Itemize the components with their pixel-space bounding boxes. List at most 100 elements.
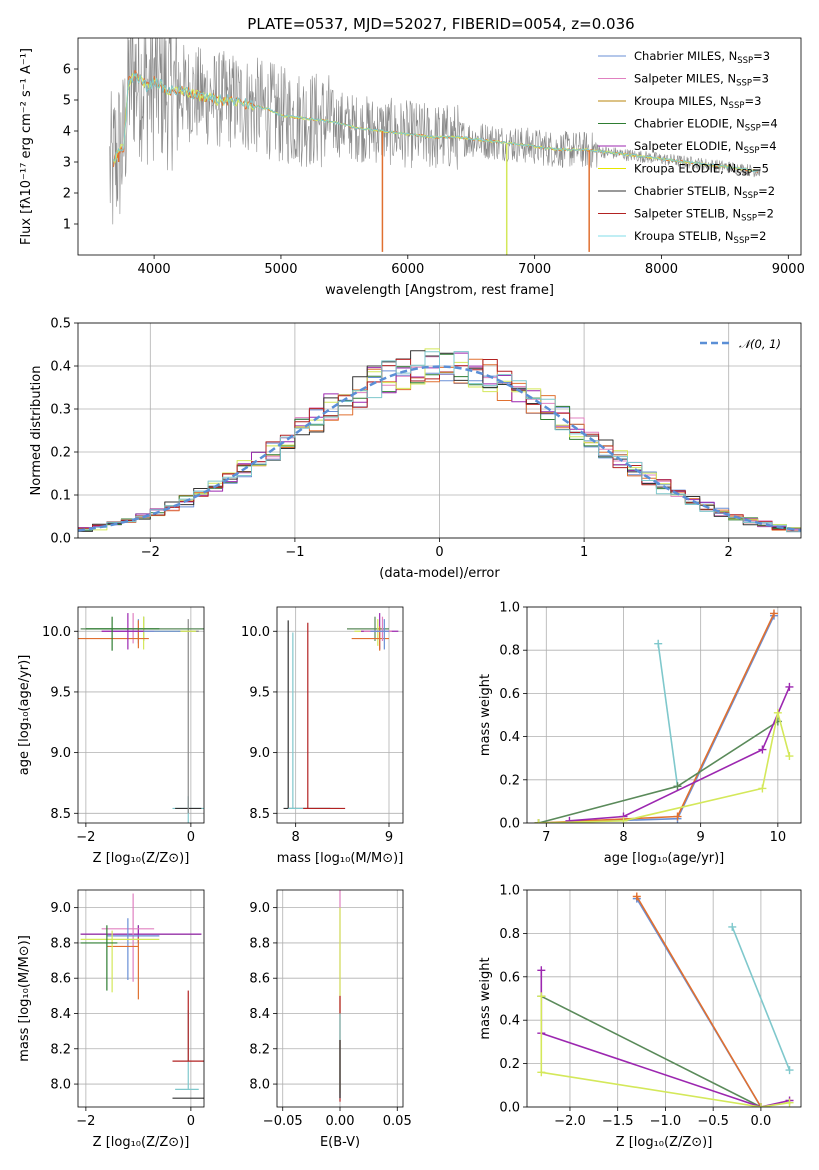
weight-point-marker bbox=[673, 812, 682, 821]
spectrum-panel: 4000 5000 6000 7000 8000 9000 1 2 3 4 5 6 wavelength… bbox=[19, 37, 805, 298]
y-tick-label: 1.0 bbox=[499, 601, 520, 616]
y-tick-label: 5 bbox=[63, 94, 71, 109]
x-tick-label: 2 bbox=[725, 545, 733, 560]
x-tick-label: 9 bbox=[385, 830, 393, 845]
y-tick-label: 0.2 bbox=[499, 773, 520, 788]
y-axis-label: age [log₁₀(age/yr)] bbox=[17, 655, 32, 776]
residual-histogram-step bbox=[78, 358, 801, 532]
weight-point-marker bbox=[785, 1098, 794, 1107]
y-tick-label: 1 bbox=[63, 218, 71, 233]
x-axis-label: (data-model)/error bbox=[379, 566, 500, 581]
y-tick-label: 0.6 bbox=[499, 687, 520, 702]
x-tick-label: −0.05 bbox=[263, 1114, 303, 1129]
legend-tail: =4 bbox=[761, 117, 778, 131]
figure-title: PLATE=0537, MJD=52027, FIBERID=0054, z=0… bbox=[247, 15, 634, 33]
x-axis-label: Z [log₁₀(Z/Z⊙)] bbox=[616, 1135, 713, 1150]
weight-vs-age-panel: 7 8 9 10 0.0 0.2 0.4 0.6 0.8 1.0 age [log₁₀(age/yr… bbox=[478, 601, 802, 866]
weight-series-line bbox=[657, 643, 679, 787]
legend-label: Salpeter ELODIE, NSSP=4 bbox=[634, 139, 777, 156]
x-axis-label: wavelength [Angstrom, rest frame] bbox=[325, 283, 554, 298]
y-tick-label: 8.4 bbox=[249, 1007, 270, 1022]
y-tick-label: 0.8 bbox=[499, 644, 520, 659]
age-vs-mass-panel: 8 9 8.5 9.0 9.5 10.0 mass [log₁₀(M/M⊙)] bbox=[241, 606, 404, 866]
legend-tail: =3 bbox=[753, 49, 770, 63]
model-spectrum-line bbox=[113, 72, 759, 173]
y-tick-label: 8.5 bbox=[249, 807, 270, 822]
weight-point-marker bbox=[654, 639, 663, 648]
y-tick-label: 9.0 bbox=[249, 746, 270, 761]
weight-point-marker bbox=[785, 682, 794, 691]
legend-subscript: SSP bbox=[737, 56, 753, 66]
x-tick-label: −2 bbox=[76, 830, 95, 845]
y-axis-label: Normed distribution bbox=[29, 366, 44, 496]
observed-spectrum-line bbox=[109, 38, 761, 225]
weight-point-marker bbox=[534, 819, 543, 823]
y-tick-label: 0.4 bbox=[499, 1014, 520, 1029]
legend-tail: =4 bbox=[760, 139, 777, 153]
legend-label: Salpeter MILES, NSSP=3 bbox=[634, 72, 769, 89]
weight-point-marker bbox=[632, 892, 641, 901]
legend-label: Kroupa STELIB, NSSP=2 bbox=[634, 229, 766, 246]
y-tick-label: 0.4 bbox=[499, 730, 520, 745]
x-tick-label: 10 bbox=[770, 830, 787, 845]
x-tick-label: −1 bbox=[285, 545, 304, 560]
weight-point-marker bbox=[728, 922, 737, 931]
y-tick-label: 9.0 bbox=[50, 901, 71, 916]
y-tick-label: 8.5 bbox=[50, 807, 71, 822]
y-tick-label: 0.2 bbox=[50, 446, 71, 461]
x-tick-label: −1.0 bbox=[650, 1114, 682, 1129]
weight-point-marker bbox=[537, 1068, 546, 1077]
y-tick-label: 6 bbox=[63, 63, 71, 78]
age-vs-metallicity-panel: −2 0 8.5 9.0 9.5 10.0 Z [log₁₀(Z/Z⊙)] age [log₁… bbox=[17, 606, 205, 866]
y-tick-label: 1.0 bbox=[499, 884, 520, 899]
plot-area bbox=[80, 893, 204, 1099]
weight-vs-metallicity-panel: −2.0 −1.5 −1.0 −0.5 0.0 0.0 0.2 0.4 0.6 0.8 1.0 Z [… bbox=[478, 884, 802, 1150]
weight-point-marker bbox=[758, 745, 767, 754]
plot-area bbox=[78, 348, 801, 533]
y-tick-label: 0.0 bbox=[499, 817, 520, 832]
x-axis-label: E(B-V) bbox=[320, 1135, 360, 1150]
y-tick-label: 0.1 bbox=[50, 489, 71, 504]
weight-point-marker bbox=[773, 708, 782, 717]
y-axis-label: mass [log₁₀(M/M⊙)] bbox=[17, 935, 32, 1062]
y-tick-label: 8.8 bbox=[50, 936, 71, 951]
plot-area bbox=[537, 892, 794, 1107]
mass-vs-metallicity-panel: −2 0 8.0 8.2 8.4 8.6 8.8 9.0 Z [log₁₀(Z/Z⊙)] mass… bbox=[17, 889, 205, 1150]
legend-tail: =5 bbox=[752, 162, 769, 176]
y-tick-label: 0.6 bbox=[499, 970, 520, 985]
weight-point-marker bbox=[619, 816, 628, 823]
legend-subscript: SSP bbox=[734, 236, 750, 246]
axes-frame bbox=[77, 889, 205, 1108]
x-tick-label: 0.00 bbox=[326, 1114, 355, 1129]
y-tick-label: 8.0 bbox=[50, 1078, 71, 1093]
legend-label: Chabrier ELODIE, NSSP=4 bbox=[634, 117, 778, 134]
legend-subscript: SSP bbox=[729, 101, 745, 111]
legend-tail: =3 bbox=[752, 72, 769, 86]
legend-label: Kroupa MILES, NSSP=3 bbox=[634, 94, 761, 111]
y-tick-label: 8.6 bbox=[50, 972, 71, 987]
legend-subscript: SSP bbox=[745, 124, 761, 134]
residuals-panel: −2 −1 0 1 2 0.0 0.1 0.2 0.3 0.4 0.5 (data-model)/er… bbox=[29, 317, 802, 581]
legend-label: Salpeter STELIB, NSSP=2 bbox=[634, 207, 774, 224]
x-tick-label: 1 bbox=[580, 545, 588, 560]
x-tick-label: 0.05 bbox=[383, 1114, 412, 1129]
legend-tail: =2 bbox=[757, 207, 774, 221]
y-tick-label: 0.0 bbox=[50, 532, 71, 547]
y-tick-label: 8.0 bbox=[249, 1078, 270, 1093]
x-tick-label: 0 bbox=[187, 830, 195, 845]
weight-point-marker bbox=[785, 1066, 794, 1075]
legend-subscript: SSP bbox=[742, 191, 758, 201]
x-axis-label: Z [log₁₀(Z/Z⊙)] bbox=[93, 1135, 190, 1150]
weight-series-line bbox=[731, 926, 791, 1071]
axes-frame bbox=[77, 322, 802, 539]
x-axis-label: Z [log₁₀(Z/Z⊙)] bbox=[93, 851, 190, 866]
weight-series-line bbox=[538, 711, 791, 823]
axes-frame bbox=[77, 606, 205, 824]
legend-label: 𝒩(0, 1) bbox=[739, 337, 781, 351]
y-tick-label: 10.0 bbox=[241, 625, 270, 640]
plot-area bbox=[78, 613, 204, 823]
x-axis-label: mass [log₁₀(M/M⊙)] bbox=[277, 851, 404, 866]
y-axis-label: mass weight bbox=[478, 957, 493, 1039]
x-tick-label: −2 bbox=[141, 545, 160, 560]
